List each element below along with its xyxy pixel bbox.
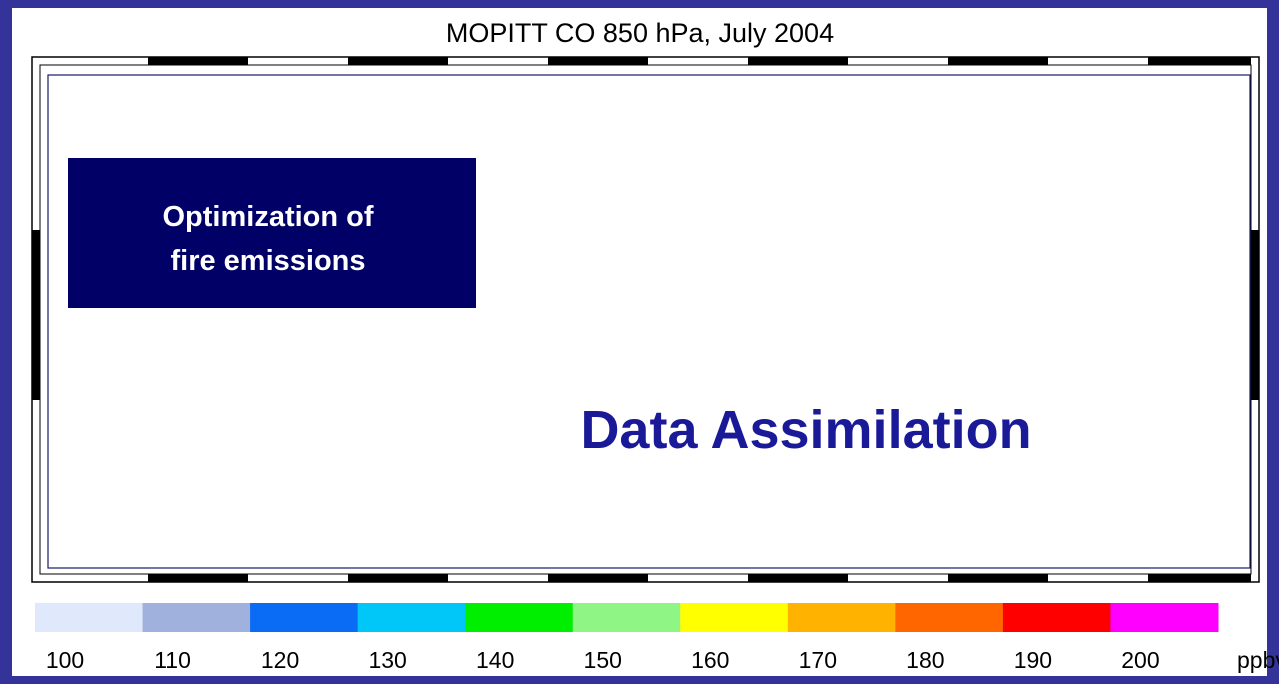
map-title: MOPITT CO 850 hPa, July 2004 <box>446 18 834 48</box>
colorbar: 100 110 120 130 140 150 160 170 180 190 200 ppbv <box>35 603 1279 673</box>
color-segment <box>357 603 466 632</box>
headline: Data Assimilation <box>580 400 1031 460</box>
color-segment <box>35 603 144 632</box>
colorbar-label: 170 <box>799 647 837 673</box>
colorbar-label: 190 <box>1014 647 1052 673</box>
colorbar-label: 120 <box>261 647 299 673</box>
colorbar-label: 100 <box>46 647 84 673</box>
box-line: fire emissions <box>170 245 365 277</box>
color-segment <box>787 603 896 632</box>
colorbar-label: 150 <box>584 647 622 673</box>
color-segment <box>250 603 359 632</box>
map-frame-inner <box>47 74 1251 569</box>
colorbar-label: 110 <box>154 647 191 673</box>
color-segment <box>142 603 251 632</box>
color-segment <box>895 603 1004 632</box>
emissions-box <box>68 158 476 308</box>
color-segment <box>465 603 574 632</box>
colorbar-label: 200 <box>1121 647 1159 673</box>
frame-ticks <box>32 57 1259 582</box>
color-segment <box>572 603 681 632</box>
colorbar-label: 160 <box>691 647 729 673</box>
color-segment <box>1110 603 1219 632</box>
colorbar-unit: ppbv <box>1237 647 1279 673</box>
colorbar-label: 130 <box>368 647 406 673</box>
colorbar-label: 140 <box>476 647 514 673</box>
color-segment <box>680 603 789 632</box>
panel <box>12 8 1267 676</box>
color-segment <box>1002 603 1111 632</box>
box-line: Optimization of <box>162 201 373 233</box>
colorbar-label: 180 <box>906 647 944 673</box>
